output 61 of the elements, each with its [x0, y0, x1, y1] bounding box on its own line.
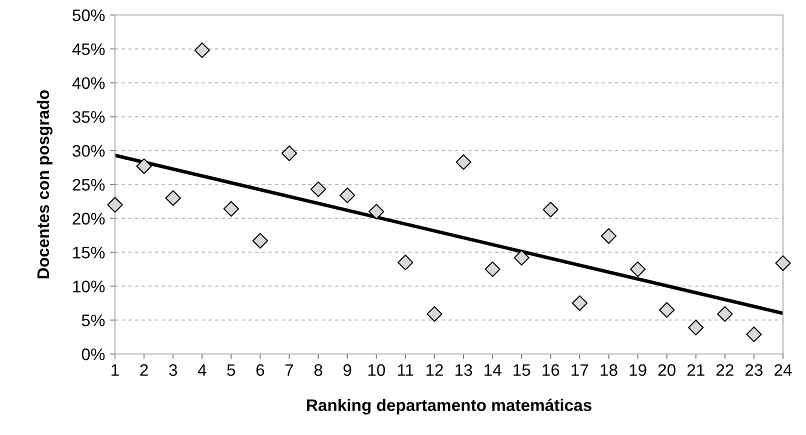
- point: [542, 202, 558, 218]
- point: [514, 250, 530, 266]
- x-tick-label: 12: [426, 364, 443, 376]
- point: [368, 204, 384, 220]
- y-tick-label: 40%: [72, 77, 105, 90]
- x-tick-label: 18: [600, 364, 618, 376]
- x-tick-label: 16: [542, 364, 560, 376]
- point: [252, 232, 268, 249]
- x-tick-label: 14: [484, 364, 502, 376]
- x-tick-label: 15: [514, 364, 530, 376]
- y-tick-label: 20%: [72, 212, 105, 225]
- point: [281, 145, 298, 162]
- point: [456, 154, 472, 170]
- x-tick-label: 21: [687, 364, 704, 376]
- x-tick-label: 20: [658, 364, 676, 376]
- point: [340, 188, 356, 204]
- point: [746, 326, 762, 342]
- y-tick-label: 0%: [82, 348, 105, 360]
- y-tick-label: 45%: [72, 43, 105, 56]
- y-tick-label: 5%: [82, 314, 105, 326]
- point: [165, 190, 181, 206]
- point: [775, 255, 791, 271]
- point: [136, 158, 152, 174]
- x-axis-title: Ranking departamento matemáticas: [307, 398, 592, 414]
- y-tick-label: 30%: [72, 145, 105, 157]
- y-axis-title: Docentes con posgrado: [36, 90, 52, 278]
- point: [223, 201, 240, 217]
- point: [630, 261, 646, 278]
- x-tick-label: 3: [169, 364, 177, 376]
- point: [398, 254, 414, 270]
- y-tick-label: 10%: [73, 280, 105, 292]
- x-tick-label: 22: [716, 364, 734, 376]
- point: [572, 295, 588, 311]
- x-tick-label: 11: [398, 364, 414, 376]
- y-tick-label: 35%: [72, 111, 105, 123]
- y-tick-label: 15%: [73, 246, 105, 259]
- x-tick-label: 24: [774, 364, 792, 376]
- x-tick-label: 19: [630, 364, 646, 376]
- x-tick-label: 2: [140, 364, 148, 376]
- y-tick-label: 25%: [72, 178, 105, 191]
- point: [600, 228, 617, 244]
- x-tick-label: 10: [368, 364, 386, 376]
- x-tick-label: 5: [227, 364, 236, 376]
- point: [484, 261, 500, 278]
- point: [688, 320, 704, 336]
- x-tick-label: 9: [343, 364, 352, 376]
- point: [717, 306, 733, 322]
- point: [310, 181, 326, 198]
- point: [658, 302, 675, 318]
- x-tick-label: 13: [456, 364, 472, 376]
- x-tick-label: 7: [285, 364, 294, 376]
- point: [194, 42, 210, 58]
- x-tick-label: 1: [112, 364, 119, 376]
- point: [107, 197, 123, 213]
- y-tick-label: 50%: [72, 9, 105, 22]
- x-tick-label: 4: [198, 364, 206, 376]
- x-tick-label: 6: [256, 364, 264, 376]
- x-tick-label: 23: [746, 364, 762, 376]
- x-tick-label: 8: [314, 364, 322, 376]
- x-tick-label: 17: [572, 364, 588, 376]
- point: [426, 306, 442, 322]
